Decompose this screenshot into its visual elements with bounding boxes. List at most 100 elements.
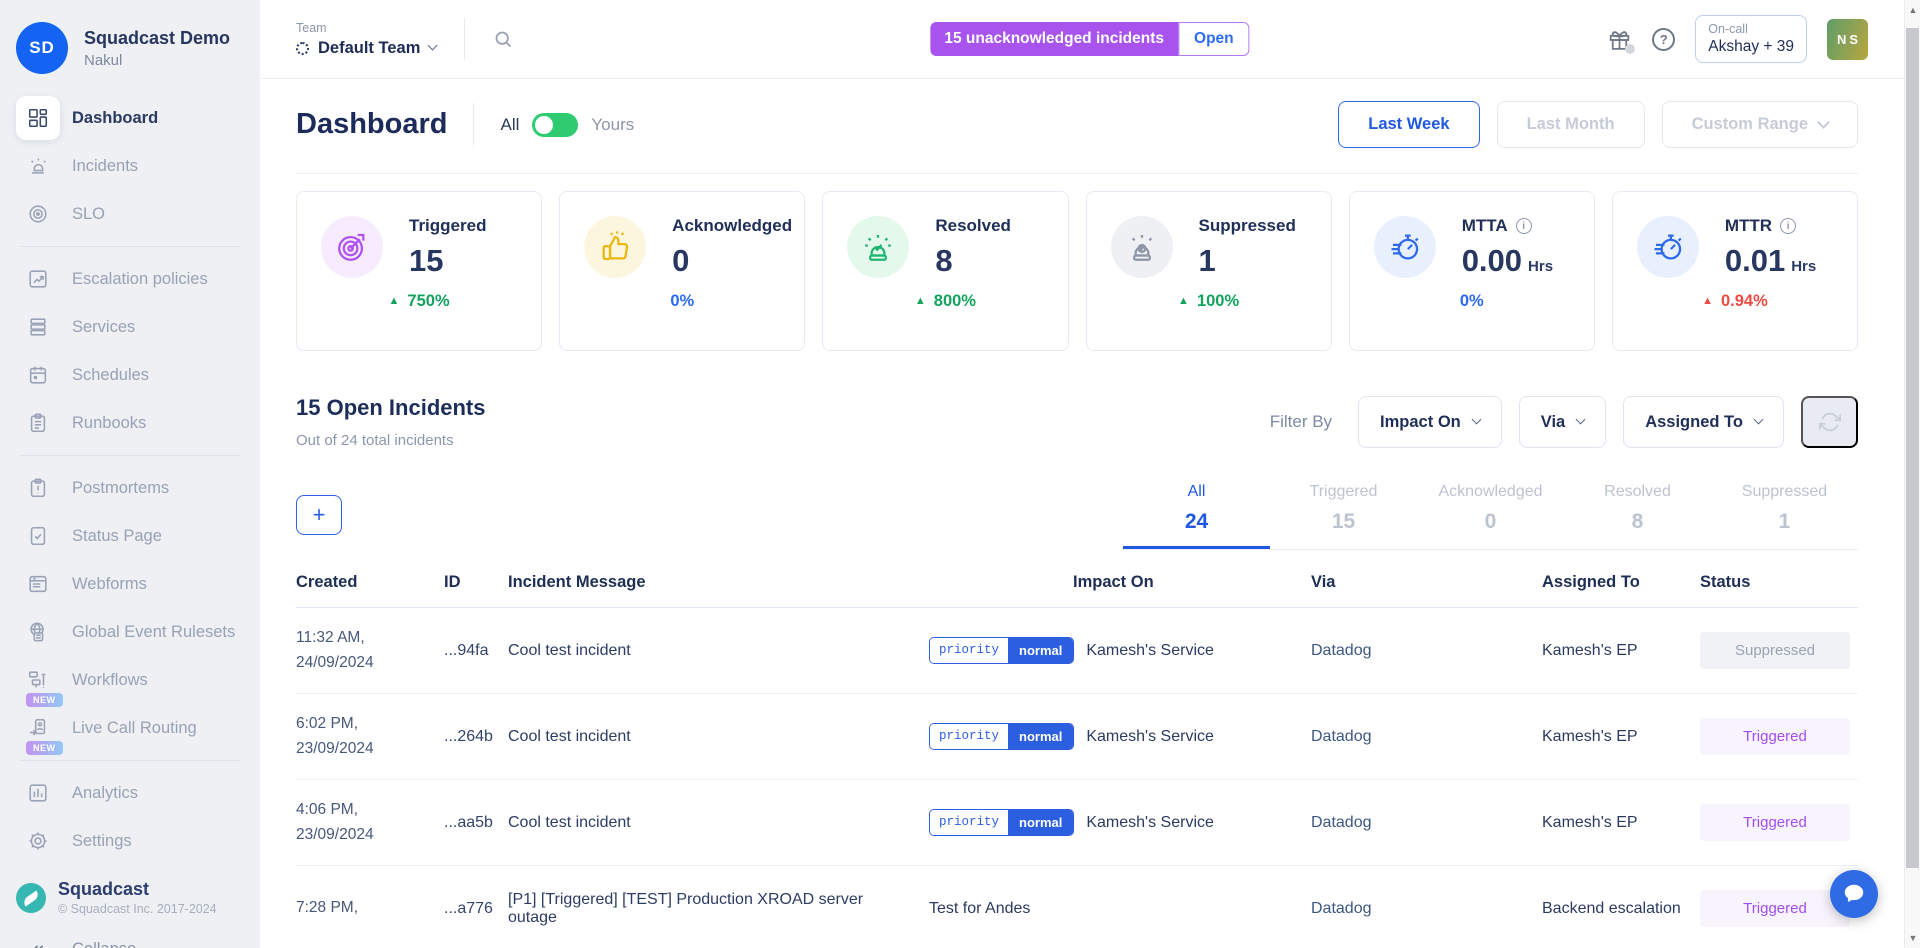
sidebar-item-global-event-rulesets[interactable]: Global Event Rulesets [16,608,260,656]
scroll-down-arrow[interactable]: ▼ [1908,933,1918,943]
stat-trend: 0% [1459,292,1484,310]
incident-via[interactable]: Datadog [1311,641,1372,659]
add-incident-button[interactable]: + [296,495,342,535]
incident-message[interactable]: Cool test incident [508,813,631,831]
oncall-value: Akshay + 39 [1708,38,1794,55]
sidebar-item-postmortems[interactable]: Postmortems [16,464,260,512]
sidebar-item-runbooks[interactable]: Runbooks [16,399,260,447]
table-header: Created ID Incident Message Impact On Vi… [296,550,1858,608]
stat-value: 8 [935,243,953,278]
table-row[interactable]: 11:32 AM, 24/09/2024 ...94fa Cool test in… [296,608,1858,694]
stat-value: 0 [672,243,690,278]
sidebar-item-live-call-routing[interactable]: Live Call Routing NEW [16,704,260,755]
oncall-label: On-call [1708,22,1748,36]
stat-trend: ▲ 100% [1178,292,1240,310]
sidebar-menu: Dashboard Incidents SLO Escalation polic [0,94,260,865]
priority-tag: priority normal [929,809,1075,836]
stat-card-triggered: Triggered 15 ▲ 750% [296,191,543,351]
stat-unit: Hrs [1528,258,1554,275]
table-row[interactable]: 4:06 PM, 23/09/2024 ...aa5b Cool test inc… [296,780,1858,866]
team-icon [296,41,309,55]
refresh-icon [1818,412,1841,432]
refresh-button[interactable] [1801,396,1858,448]
stat-value: 1 [1198,243,1216,278]
sidebar-item-workflows[interactable]: Workflows NEW [16,656,260,707]
last-week-button[interactable]: Last Week [1338,101,1480,148]
search-icon[interactable] [493,29,514,50]
incident-message[interactable]: Cool test incident [508,727,631,745]
brand-name: Squadcast [58,879,150,899]
user-avatar[interactable]: NS [1827,18,1868,60]
org-user: Nakul [84,51,123,69]
last-month-button[interactable]: Last Month [1496,101,1645,148]
stopwatch-icon [1373,216,1436,278]
table-row[interactable]: 6:02 PM, 23/09/2024 ...264b Cool test inc… [296,694,1858,780]
filter-via[interactable]: Via [1518,396,1607,448]
org-switcher[interactable]: SD Squadcast Demo Nakul [0,0,260,94]
all-yours-toggle[interactable] [532,112,579,137]
info-icon[interactable]: i [1515,218,1532,234]
status-badge: Triggered [1700,804,1850,841]
tab-resolved[interactable]: Resolved 8 [1604,483,1671,533]
incident-impact: Test for Andes [929,899,1031,917]
whats-new-button[interactable] [1607,27,1636,54]
stat-label: MTTR [1724,216,1773,235]
incident-message[interactable]: Cool test incident [508,641,631,659]
sidebar-item-analytics[interactable]: Analytics [16,769,260,817]
status-badge: Triggered [1700,890,1850,927]
tab-triggered[interactable]: Triggered 15 [1309,483,1378,533]
incident-message[interactable]: [P1] [Triggered] [TEST] Production XROAD… [508,890,864,926]
toggle-knob [535,115,554,134]
scrollbar[interactable]: ▲ ▼ [1904,0,1920,948]
incident-via[interactable]: Datadog [1311,899,1372,917]
incident-via[interactable]: Datadog [1311,813,1372,831]
scroll-up-arrow[interactable]: ▲ [1908,5,1918,15]
sidebar-item-incidents[interactable]: Incidents [16,142,260,190]
incident-impact: priority normal Kamesh's Service [929,723,1311,750]
incident-assigned: Kamesh's EP [1542,813,1638,831]
sidebar-item-services[interactable]: Services [16,303,260,351]
incident-created: 11:32 AM, 24/09/2024 [296,629,374,671]
sidebar-item-label: Services [72,317,136,336]
help-icon[interactable]: ? [1652,27,1676,51]
incident-impact: priority normal Kamesh's Service [929,809,1311,836]
sidebar-item-settings[interactable]: Settings [16,817,260,865]
tab-acknowledged[interactable]: Acknowledged 0 [1438,483,1543,533]
filter-by-label: Filter By [1269,412,1333,431]
toggle-yours-label[interactable]: Yours [591,114,635,134]
tab-all[interactable]: All 24 [1123,483,1270,549]
oncall-widget[interactable]: On-call Akshay + 39 [1695,15,1807,63]
filter-assigned-to[interactable]: Assigned To [1623,396,1784,448]
sidebar-item-escalation-policies[interactable]: Escalation policies [16,255,260,303]
sidebar-item-slo[interactable]: SLO [16,190,260,238]
table-row[interactable]: 7:28 PM, ...a776 [P1] [Triggered] [TEST]… [296,866,1858,948]
topbar-divider [464,18,466,60]
sidebar-item-webforms[interactable]: Webforms [16,560,260,608]
tab-suppressed[interactable]: Suppressed 1 [1741,483,1828,533]
info-icon[interactable]: i [1780,218,1797,234]
chat-launcher-button[interactable] [1830,870,1878,918]
trend-up-icon: ▲ [388,295,400,307]
sidebar-item-schedules[interactable]: Schedules [16,351,260,399]
org-avatar: SD [16,22,68,74]
incident-via[interactable]: Datadog [1311,727,1372,745]
chevron-down-icon [1817,115,1830,129]
team-selector[interactable]: Team Default Team [296,21,438,58]
squadcast-logo [16,882,46,913]
sidebar-item-dashboard[interactable]: Dashboard [16,94,260,142]
incident-impact: priority normal Kamesh's Service [929,637,1311,664]
custom-range-button[interactable]: Custom Range [1661,101,1858,148]
postmortems-icon [16,466,60,510]
menu-divider [20,455,240,456]
toggle-all-label[interactable]: All [500,114,520,134]
services-icon [16,305,60,349]
scrollbar-thumb[interactable] [1906,28,1919,868]
collapse-button[interactable]: « Collapse [16,936,244,948]
sidebar-item-label: Status Page [72,526,162,545]
open-incidents-button[interactable]: Open [1178,22,1250,56]
sidebar-item-status-page[interactable]: Status Page [16,512,260,560]
incident-id: ...a776 [444,899,493,917]
filter-impact-on[interactable]: Impact On [1358,396,1502,448]
sidebar-item-label: Schedules [72,365,150,384]
stat-value: 0.01 [1724,243,1786,278]
